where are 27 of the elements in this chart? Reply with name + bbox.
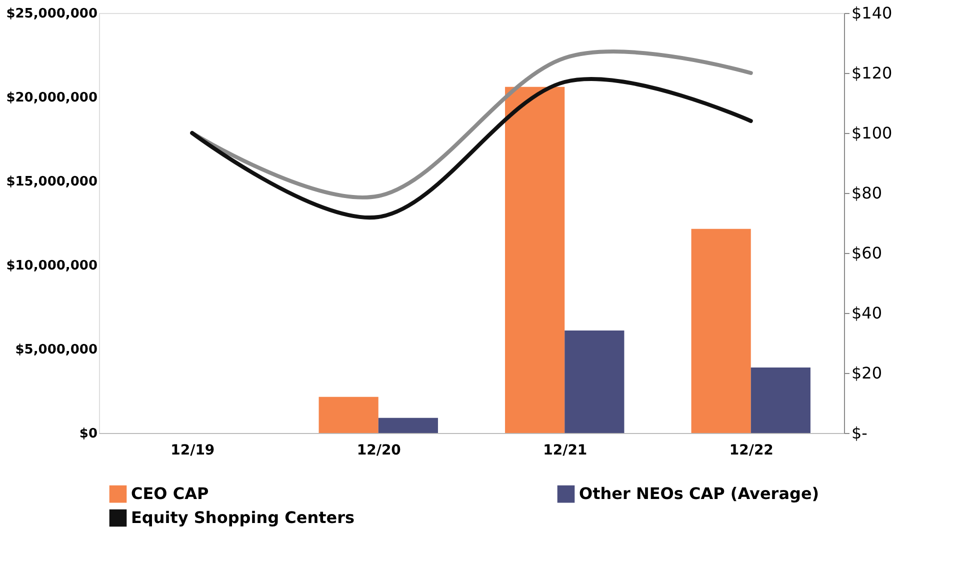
bar bbox=[318, 396, 378, 433]
y-tick-label: $10,000,000 bbox=[6, 258, 98, 274]
bar bbox=[564, 330, 624, 433]
legend-label: CEO CAP bbox=[131, 484, 209, 504]
legend-label: Other NEOs CAP (Average) bbox=[579, 484, 820, 504]
y2-tick-label: $100 bbox=[852, 124, 892, 142]
bar bbox=[505, 86, 565, 433]
y2-tick-label: $140 bbox=[852, 4, 892, 22]
y-tick-label: $20,000,000 bbox=[6, 90, 98, 106]
bar bbox=[750, 367, 810, 433]
y2-tick-label: $20 bbox=[852, 364, 882, 382]
y-tick-label: $5,000,000 bbox=[15, 342, 98, 358]
y2-tick-label: $- bbox=[852, 424, 868, 442]
x-tick-label: 12/22 bbox=[729, 442, 774, 458]
y2-tick-label: $40 bbox=[852, 304, 882, 322]
y2-tick-label: $60 bbox=[852, 244, 882, 262]
y2-tick-label: $80 bbox=[852, 184, 882, 202]
y-tick-label: $15,000,000 bbox=[6, 174, 98, 190]
bar bbox=[691, 228, 751, 433]
y2-tick-label: $120 bbox=[852, 64, 892, 82]
x-tick-label: 12/21 bbox=[543, 442, 588, 458]
bar bbox=[378, 418, 438, 433]
y-tick-label: $0 bbox=[79, 426, 98, 442]
y-tick-label: $25,000,000 bbox=[6, 6, 98, 22]
x-tick-label: 12/20 bbox=[356, 442, 402, 458]
legend-label: Equity Shopping Centers bbox=[131, 508, 355, 527]
x-tick-label: 12/19 bbox=[170, 442, 215, 458]
